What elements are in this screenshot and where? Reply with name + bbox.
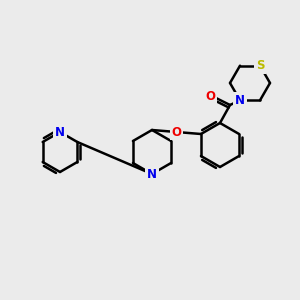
Text: N: N: [147, 167, 157, 181]
Text: N: N: [55, 125, 65, 139]
Text: S: S: [256, 59, 264, 72]
Text: O: O: [205, 91, 215, 103]
Text: O: O: [172, 125, 182, 139]
Text: N: N: [235, 94, 245, 107]
